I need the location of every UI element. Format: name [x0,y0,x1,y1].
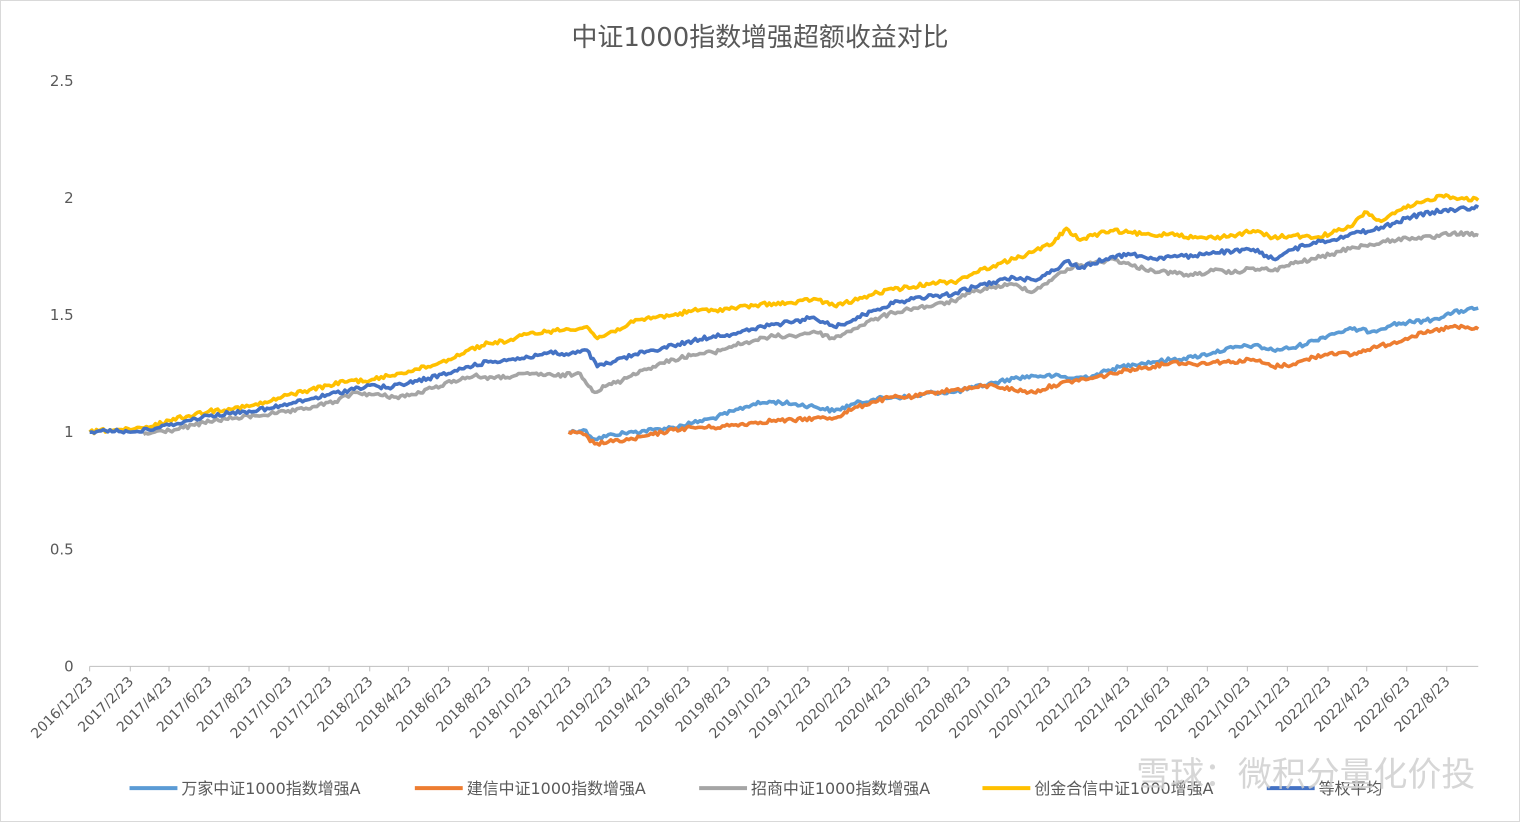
y-tick-label: 0 [64,657,74,675]
series-line-1 [567,323,1480,447]
series-line-4 [89,204,1480,435]
y-tick-label: 2 [64,189,74,207]
series-lines [88,193,1480,447]
legend-label: 万家中证1000指数增强A [181,779,360,798]
x-axis: 2016/12/232017/2/232017/4/232017/6/23201… [28,666,1454,742]
legend-label: 创金合信中证1000增强A [1034,779,1213,798]
series-line-0 [568,305,1479,442]
series-line-3 [88,193,1480,436]
y-axis: 0 0.5 1 1.5 2 2.5 [50,72,74,676]
series-line-2 [142,230,1479,436]
legend-label: 等权平均 [1319,779,1383,798]
chart-title: 中证1000指数增强超额收益对比 [571,23,948,53]
y-tick-label: 0.5 [50,540,74,558]
watermark-text: 雪球：微积分量化价投 [1136,755,1475,794]
legend-label: 招商中证1000指数增强A [751,779,930,798]
legend-label: 建信中证1000指数增强A [467,779,646,798]
y-tick-label: 1.5 [50,306,74,324]
legend: 万家中证1000指数增强A 建信中证1000指数增强A 招商中证1000指数增强A 创… [129,779,1383,798]
y-tick-label: 1 [64,423,74,441]
y-tick-label: 2.5 [50,72,74,90]
